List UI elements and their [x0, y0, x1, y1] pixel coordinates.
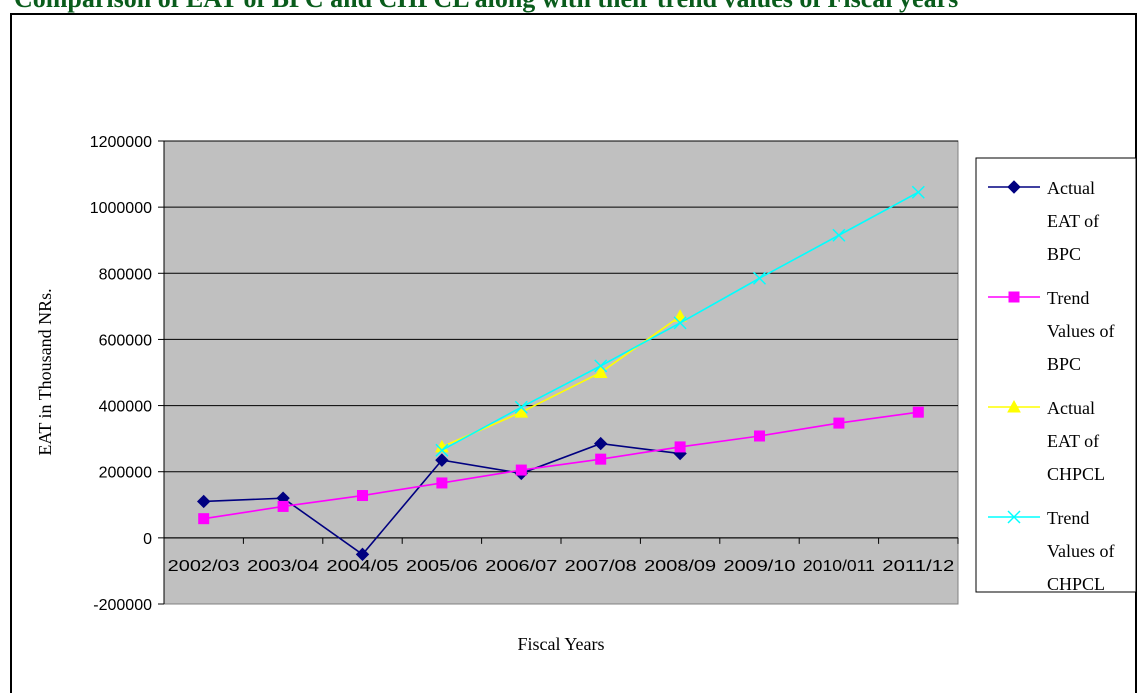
data-point — [593, 365, 608, 378]
data-point — [593, 436, 608, 451]
y-tick-label: 200000 — [99, 465, 152, 482]
legend-label: EAT of — [1047, 431, 1099, 451]
x-axis: 2002/03 2003/04 2004/05 2005/06 2006/07 2007/… — [163, 537, 959, 575]
x-tick-label: 2007/08 — [565, 558, 637, 575]
data-point — [752, 271, 767, 285]
data-point — [754, 430, 765, 442]
x-tick-label: 2002/03 — [168, 558, 240, 575]
series-4 — [435, 185, 925, 457]
x-tick-label: 2011/12 — [882, 558, 954, 575]
x-tick-label: 2006/07 — [485, 558, 557, 575]
data-point — [673, 316, 687, 330]
chart-heading: Comparison of EAT of BPC and CHPCL along… — [14, 0, 1134, 14]
data-point — [355, 547, 370, 562]
y-tick-label: 1000000 — [90, 200, 152, 217]
data-point — [196, 494, 211, 509]
y-axis: -200000 0 200000 400000 600000 800000 1000000 1… — [90, 134, 165, 614]
data-point — [673, 309, 687, 322]
legend-item-3: Actual EAT of CHPCL — [988, 398, 1105, 484]
data-point — [435, 443, 449, 457]
legend-marker — [1007, 399, 1021, 413]
legend-item-4: Trend Values of CHPCL — [988, 508, 1114, 594]
legend-item-1: Actual EAT of BPC — [988, 178, 1099, 264]
data-point — [833, 417, 845, 429]
y-tick-label: 600000 — [99, 332, 152, 349]
y-tick-label: 1200000 — [90, 134, 152, 151]
data-point — [357, 490, 368, 502]
data-point — [515, 464, 527, 476]
legend-label: Trend — [1047, 508, 1089, 528]
x-tick-label: 2010/011 — [803, 558, 875, 575]
data-point — [514, 400, 528, 414]
legend-item-2: Trend Values of BPC — [988, 288, 1114, 374]
plot-area — [163, 140, 959, 605]
data-point — [277, 500, 289, 512]
legend-label: Values of — [1047, 541, 1114, 561]
data-point — [832, 228, 846, 242]
legend-label: Actual — [1047, 398, 1095, 418]
data-point — [912, 406, 924, 418]
legend: Actual EAT of BPC Trend Values of BPC Actual EA… — [975, 157, 1137, 594]
x-tick-label: 2005/06 — [406, 558, 478, 575]
series-group — [196, 185, 925, 562]
legend-box — [975, 157, 1137, 593]
legend-label: Trend — [1047, 288, 1089, 308]
x-tick-label: 2008/09 — [644, 558, 716, 575]
x-tick-label: 2003/04 — [247, 558, 319, 575]
series-line — [203, 411, 919, 520]
legend-label: EAT of — [1047, 211, 1099, 231]
data-point — [514, 405, 529, 418]
data-point — [674, 441, 686, 453]
legend-label: BPC — [1047, 244, 1081, 264]
data-point — [594, 359, 608, 373]
legend-marker — [1007, 180, 1021, 194]
y-tick-label: 800000 — [99, 266, 152, 283]
legend-label: Actual — [1047, 178, 1095, 198]
line-chart: 2002/03 2003/04 2004/05 2005/06 2006/07 2007/… — [35, 134, 1137, 654]
legend-marker — [1007, 510, 1021, 524]
data-point — [435, 453, 449, 467]
legend-label: CHPCL — [1047, 464, 1105, 484]
x-axis-title: Fiscal Years — [517, 634, 604, 654]
legend-label: BPC — [1047, 354, 1081, 374]
y-tick-label: 0 — [143, 531, 152, 548]
series-2 — [198, 406, 924, 525]
x-tick-label: 2009/10 — [724, 558, 796, 575]
data-point — [911, 185, 925, 199]
y-tick-label: 400000 — [99, 399, 152, 416]
legend-label: CHPCL — [1047, 574, 1105, 594]
legend-marker — [1008, 291, 1020, 303]
data-point — [198, 513, 210, 525]
data-point — [436, 477, 448, 489]
data-point — [595, 453, 607, 465]
legend-label: Values of — [1047, 321, 1114, 341]
y-tick-label: -200000 — [93, 597, 152, 614]
x-tick-label: 2004/05 — [327, 558, 399, 575]
y-axis-title: EAT in Thousand NRs. — [35, 288, 55, 455]
